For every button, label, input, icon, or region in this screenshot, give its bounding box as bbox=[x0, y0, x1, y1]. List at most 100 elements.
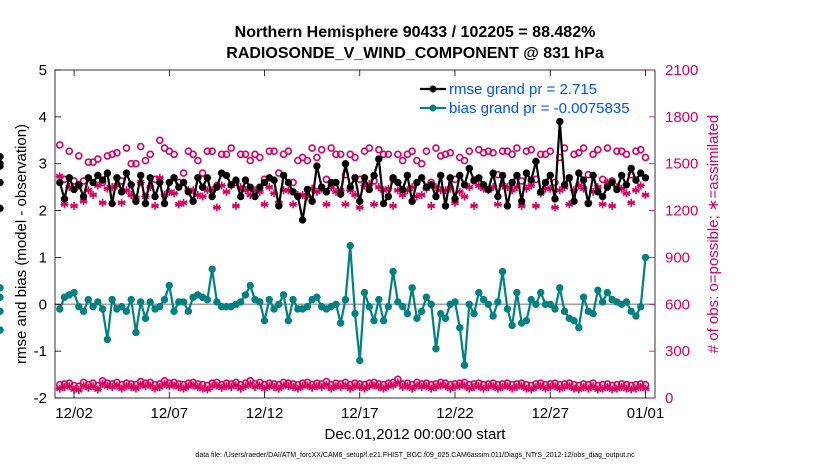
bias-point bbox=[470, 309, 478, 318]
obs_assimilated-marker bbox=[531, 201, 540, 210]
obs_possible-marker bbox=[498, 147, 507, 156]
obs_assimilated-marker bbox=[460, 192, 469, 201]
obs_bottom_assimilated-marker bbox=[255, 381, 264, 390]
rmse-point bbox=[641, 174, 650, 182]
bias-point bbox=[417, 307, 426, 316]
obs_possible-marker bbox=[613, 147, 621, 156]
y-left-tick-label: 4 bbox=[39, 109, 47, 126]
obs_assimilated-marker bbox=[427, 201, 436, 210]
bias-point bbox=[0, 284, 4, 292]
bias-point bbox=[403, 309, 412, 318]
rmse-point bbox=[437, 171, 445, 180]
obs_possible-marker bbox=[241, 150, 250, 159]
obs_possible-marker bbox=[622, 150, 631, 159]
obs_bottom_assimilated-marker bbox=[231, 381, 240, 390]
obs_possible-marker bbox=[236, 150, 245, 159]
rmse-point bbox=[108, 199, 116, 208]
obs_assimilated-marker bbox=[179, 198, 188, 207]
bias-point bbox=[108, 295, 116, 304]
bias-point bbox=[337, 319, 345, 327]
y-left-tick-label: -1 bbox=[34, 343, 47, 360]
bias-point bbox=[103, 335, 112, 344]
obs_possible-marker bbox=[417, 159, 426, 168]
obs_possible-marker bbox=[170, 150, 178, 159]
bias-point bbox=[379, 316, 388, 325]
obs_possible-marker bbox=[222, 150, 231, 159]
bias-point bbox=[141, 314, 150, 323]
obs_possible-marker bbox=[641, 153, 650, 162]
y-right-tick-label: 900 bbox=[665, 249, 690, 266]
rmse-point bbox=[79, 192, 88, 201]
rmse-point bbox=[365, 185, 373, 194]
obs_possible-marker bbox=[336, 150, 345, 159]
obs_possible-marker bbox=[146, 150, 155, 159]
rmse-point bbox=[594, 188, 602, 196]
rmse-point bbox=[589, 171, 597, 180]
obs_possible-marker bbox=[317, 145, 326, 154]
obs_possible-marker bbox=[398, 156, 407, 165]
obs_possible-marker bbox=[132, 159, 140, 168]
rmse-point bbox=[570, 197, 578, 205]
rmse-point bbox=[294, 192, 302, 201]
bias-point bbox=[498, 267, 507, 276]
rmse-point bbox=[451, 195, 459, 203]
obs_assimilated-marker bbox=[517, 201, 526, 210]
bias-point bbox=[79, 307, 88, 316]
plot-frame bbox=[54, 69, 656, 399]
obs_bottom_assimilated-marker bbox=[74, 386, 83, 395]
bias-point bbox=[265, 295, 273, 304]
bias-point bbox=[94, 298, 102, 306]
obs_possible-marker bbox=[255, 153, 264, 162]
obs_assimilated-marker bbox=[551, 203, 559, 212]
rmse-point bbox=[156, 178, 164, 187]
bias-point bbox=[451, 298, 459, 306]
rmse-point bbox=[475, 174, 483, 182]
obs_possible-marker bbox=[194, 156, 202, 165]
rmse-point bbox=[560, 181, 569, 189]
rmse-point bbox=[637, 169, 645, 177]
obs_assimilated-marker bbox=[89, 190, 98, 199]
rmse-point bbox=[298, 216, 307, 224]
obs_assimilated-marker bbox=[627, 198, 636, 207]
bias-point bbox=[432, 345, 440, 353]
chart-subtitle: RADIOSONDE_V_WIND_COMPONENT @ 831 hPa bbox=[226, 45, 604, 62]
bias-point bbox=[360, 288, 369, 297]
rmse-point bbox=[141, 199, 150, 208]
obs_possible-marker bbox=[284, 147, 293, 156]
obs_bottom_assimilated-marker bbox=[393, 378, 402, 387]
rmse-point bbox=[94, 171, 102, 180]
obs_assimilated-marker bbox=[608, 201, 617, 210]
rmse-point bbox=[227, 181, 235, 189]
rmse-point bbox=[532, 157, 540, 166]
bias-point bbox=[508, 321, 516, 330]
obs_possible-marker bbox=[179, 169, 188, 177]
rmse-point bbox=[489, 169, 497, 177]
x-tick-label: 01/01 bbox=[627, 405, 665, 422]
rmse-point bbox=[537, 188, 545, 196]
obs_bottom_assimilated-marker bbox=[422, 382, 431, 391]
rmse-point bbox=[584, 199, 593, 208]
bias-point bbox=[275, 300, 283, 308]
bias-point bbox=[270, 305, 278, 313]
obs_assimilated-marker bbox=[417, 190, 426, 199]
obs_possible-marker bbox=[246, 156, 255, 165]
rmse-point bbox=[494, 192, 502, 201]
y-right-tick-label: 0 bbox=[665, 390, 673, 407]
obs_possible-marker bbox=[432, 144, 440, 152]
bias-point bbox=[256, 298, 264, 306]
rmse-point bbox=[413, 178, 421, 187]
x-tick-label: 12/02 bbox=[55, 405, 93, 422]
obs_bottom_assimilated-marker bbox=[251, 383, 259, 392]
rmse-point bbox=[89, 178, 97, 187]
obs_assimilated-marker bbox=[389, 201, 398, 210]
bias-point bbox=[579, 293, 588, 301]
bias-point bbox=[127, 295, 135, 304]
obs_assimilated-marker bbox=[341, 200, 350, 209]
rmse-point bbox=[546, 171, 554, 180]
obs_possible-marker bbox=[208, 147, 216, 156]
rmse-point bbox=[251, 192, 259, 201]
chart-title: Northern Hemisphere 90433 / 102205 = 88.… bbox=[234, 24, 596, 41]
obs_possible-marker bbox=[375, 145, 383, 154]
bias-point bbox=[137, 298, 145, 306]
obs_bottom_assimilated-marker bbox=[641, 384, 650, 393]
